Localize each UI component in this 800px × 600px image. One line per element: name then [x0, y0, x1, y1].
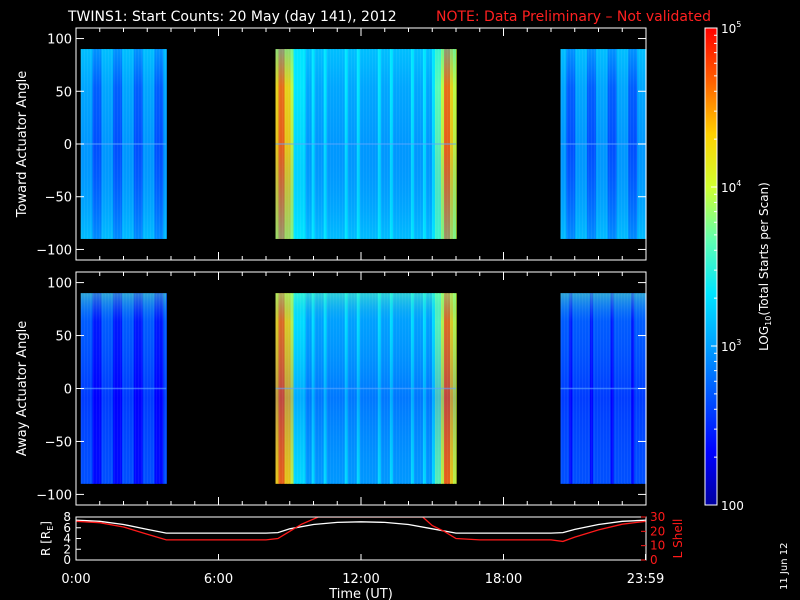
- radius-series-line: [76, 519, 646, 534]
- y-tick-label: −50: [45, 435, 72, 450]
- lshell-series-line: [76, 517, 646, 543]
- left-tick-label: 0: [63, 553, 71, 567]
- y-tick-label: −100: [36, 488, 72, 503]
- y-tick-label: −50: [45, 191, 72, 206]
- x-tick-label: 23:59: [627, 572, 664, 587]
- data-segment: [80, 293, 167, 484]
- colorbar-gradient: [704, 27, 718, 506]
- y-tick-label: 0: [64, 138, 72, 153]
- colorbar-tick-label: 100: [721, 499, 744, 513]
- left-axis-label: R [RE]: [39, 521, 55, 556]
- y-tick-label: 100: [47, 277, 72, 292]
- x-tick-label: 12:00: [342, 572, 379, 587]
- y-tick-label: 50: [55, 85, 72, 100]
- date-stamp: 11 Jun 12: [779, 543, 790, 590]
- colorbar-tick-label: 105: [721, 20, 741, 36]
- left-tick-label: 8: [63, 510, 71, 524]
- colorbar-tick-label: 103: [721, 338, 741, 354]
- colorbar: 105 104 103 100 LOG10(Total Starts per Scan): [704, 20, 773, 513]
- y-axis-label: Away Actuator Angle: [15, 321, 30, 456]
- orbit-plot-area: [76, 517, 646, 560]
- right-axis-label: L Shell: [671, 519, 685, 559]
- x-axis-label: Time (UT): [328, 587, 393, 600]
- data-segment: [275, 293, 457, 484]
- y-tick-label: 50: [55, 330, 72, 345]
- left-tick-label: 6: [63, 521, 71, 535]
- colorbar-label: LOG10(Total Starts per Scan): [757, 182, 773, 351]
- right-tick-label: 0: [650, 553, 658, 567]
- toward-angle-panel: 100 50 0 −50 −100 Toward Actuator Angle: [15, 27, 647, 261]
- x-tick-label: 6:00: [204, 572, 233, 587]
- right-tick-label: 10: [650, 539, 665, 553]
- away-angle-panel: 100 50 0 −50 −100 Away Actuator Angle: [15, 271, 647, 506]
- x-tick-label: 0:00: [61, 572, 90, 587]
- preliminary-note: NOTE: Data Preliminary – Not validated: [436, 9, 711, 25]
- right-tick-label: 30: [650, 510, 665, 524]
- x-tick-label: 18:00: [485, 572, 522, 587]
- chart-title: TWINS1: Start Counts: 20 May (day 141), …: [67, 9, 397, 25]
- data-segment: [560, 293, 647, 484]
- y-tick-label: −100: [36, 243, 72, 258]
- y-tick-label: 0: [64, 383, 72, 398]
- right-tick-label: 20: [650, 524, 665, 538]
- data-segment: [560, 49, 647, 239]
- data-segment: [275, 49, 457, 239]
- left-tick-label: 2: [63, 542, 71, 556]
- left-tick-label: 4: [63, 532, 71, 546]
- colorbar-tick-label: 104: [721, 179, 741, 195]
- data-segment: [80, 49, 167, 239]
- y-axis-label: Toward Actuator Angle: [15, 71, 30, 218]
- y-tick-label: 100: [47, 33, 72, 48]
